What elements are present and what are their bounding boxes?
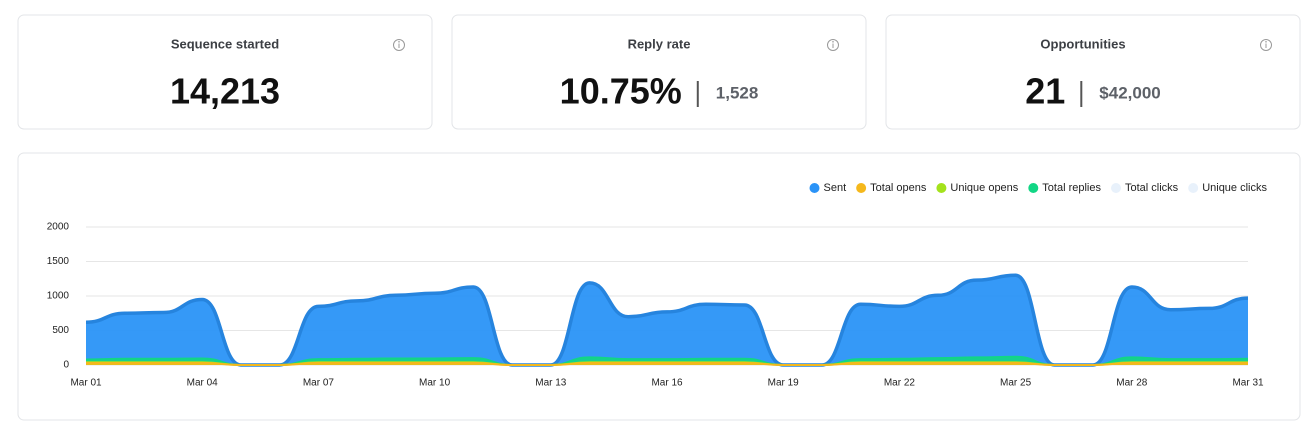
legend-label: Sent [824, 182, 847, 194]
card-value: 10.75% [560, 71, 682, 112]
card-secondary: 1,528 [716, 83, 759, 102]
legend-label: Total opens [870, 182, 927, 194]
x-tick-label: Mar 19 [768, 378, 800, 389]
x-tick-label: Mar 22 [884, 378, 916, 389]
card-value: 21 [1025, 71, 1065, 112]
legend-swatch [856, 183, 867, 193]
legend-swatch [809, 183, 820, 193]
x-tick-label: Mar 04 [187, 378, 219, 389]
legend-label: Total replies [1042, 182, 1101, 194]
card-title: Sequence started [171, 36, 279, 51]
legend-label: Unique clicks [1202, 182, 1267, 194]
card [17, 14, 433, 130]
legend-swatch [936, 183, 947, 193]
x-tick-label: Mar 01 [70, 378, 102, 389]
line [86, 361, 1248, 366]
y-tick-label: 1000 [47, 291, 70, 302]
area [86, 275, 1248, 365]
legend-swatch [1111, 183, 1121, 193]
legend-swatch [1188, 183, 1199, 193]
x-tick-label: Mar 28 [1116, 378, 1148, 389]
legend-swatch [1028, 183, 1039, 193]
card-title: Opportunities [1040, 36, 1125, 51]
x-tick-label: Mar 25 [1000, 378, 1032, 389]
card-secondary: $42,000 [1099, 83, 1160, 102]
legend-label: Unique opens [950, 182, 1018, 194]
x-tick-label: Mar 07 [303, 378, 335, 389]
info-icons[interactable] [393, 39, 1272, 51]
card-title: Reply rate [628, 36, 691, 51]
card-value: 14,213 [170, 71, 280, 112]
legend-label: Total clicks [1125, 182, 1179, 194]
x-tick-label: Mar 10 [419, 378, 451, 389]
y-tick-label: 2000 [47, 222, 70, 233]
y-tick-label: 500 [52, 325, 69, 336]
y-tick-label: 0 [63, 360, 69, 371]
y-tick-label: 1500 [47, 256, 70, 267]
card [451, 14, 867, 130]
x-tick-label: Mar 31 [1232, 378, 1264, 389]
x-tick-label: Mar 13 [535, 378, 567, 389]
card [885, 14, 1301, 130]
x-tick-label: Mar 16 [651, 378, 683, 389]
